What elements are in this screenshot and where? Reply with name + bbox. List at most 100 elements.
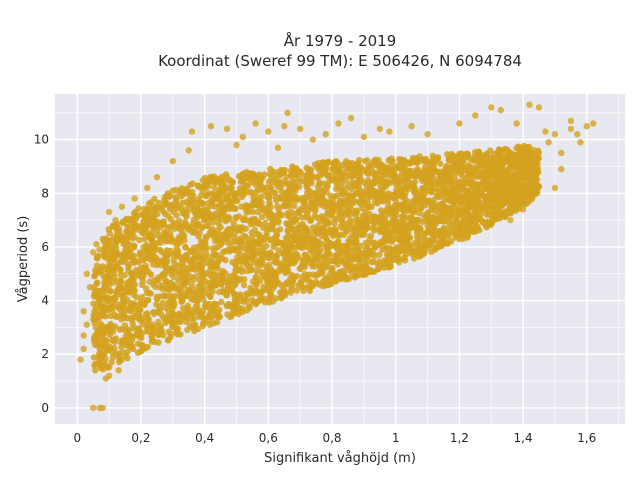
scatter-point xyxy=(229,285,236,293)
scatter-point xyxy=(295,176,303,183)
scatter-point xyxy=(284,198,291,205)
scatter-point xyxy=(423,229,431,236)
scatter-point xyxy=(324,219,331,226)
scatter-point xyxy=(386,157,394,165)
scatter-point xyxy=(190,244,197,251)
scatter-point xyxy=(216,306,223,313)
scatter-point xyxy=(551,131,559,138)
scatter-point xyxy=(223,125,231,133)
scatter-point xyxy=(233,141,240,149)
scatter-point xyxy=(169,187,176,194)
scatter-point xyxy=(213,175,220,183)
scatter-point xyxy=(119,338,127,345)
scatter-point xyxy=(116,259,123,266)
scatter-point xyxy=(150,281,157,288)
scatter-point xyxy=(362,213,369,221)
scatter-point xyxy=(577,139,584,146)
scatter-point xyxy=(265,128,272,135)
scatter-point xyxy=(365,163,372,170)
scatter-point xyxy=(406,224,414,232)
scatter-point xyxy=(190,216,198,224)
scatter-point xyxy=(222,257,229,264)
scatter-point xyxy=(298,171,305,178)
scatter-point xyxy=(309,136,317,143)
scatter-point xyxy=(117,316,125,323)
scatter-point xyxy=(92,360,99,368)
scatter-point xyxy=(307,217,315,224)
scatter-point xyxy=(329,196,336,203)
scatter-point xyxy=(361,231,368,238)
scatter-point xyxy=(122,327,130,335)
scatter-point xyxy=(331,253,338,260)
scatter-point xyxy=(369,258,376,266)
scatter-point xyxy=(225,300,233,308)
scatter-point xyxy=(435,213,443,220)
scatter-point xyxy=(235,213,242,220)
scatter-point xyxy=(104,304,111,312)
scatter-point xyxy=(177,187,184,194)
scatter-point xyxy=(236,239,243,246)
scatter-point xyxy=(114,264,121,271)
scatter-point xyxy=(334,192,341,199)
scatter-point xyxy=(263,232,270,240)
scatter-point xyxy=(400,233,407,240)
scatter-point xyxy=(246,304,253,311)
scatter-point xyxy=(382,166,389,174)
scatter-point xyxy=(155,219,162,226)
scatter-point xyxy=(361,179,368,186)
scatter-point xyxy=(526,143,533,151)
scatter-point xyxy=(134,302,142,309)
scatter-point xyxy=(170,273,177,281)
scatter-point xyxy=(472,112,479,119)
scatter-point xyxy=(90,404,97,412)
scatter-point xyxy=(238,173,245,180)
scatter-point xyxy=(496,146,503,154)
y-tick-labels: 0 2 4 6 8 10 xyxy=(34,133,49,415)
scatter-point xyxy=(226,273,234,280)
scatter-point xyxy=(260,283,267,290)
scatter-point xyxy=(278,289,285,296)
scatter-point xyxy=(363,263,371,271)
scatter-point xyxy=(121,322,129,329)
scatter-point xyxy=(257,239,264,246)
scatter-point xyxy=(512,152,519,159)
scatter-point xyxy=(313,173,321,181)
scatter-point xyxy=(406,159,413,166)
scatter-point xyxy=(298,195,305,202)
scatter-point xyxy=(303,164,310,171)
scatter-point xyxy=(143,243,150,250)
scatter-point xyxy=(207,123,215,130)
scatter-point xyxy=(105,208,113,216)
scatter-point xyxy=(446,175,454,182)
scatter-point xyxy=(526,101,533,108)
scatter-point xyxy=(265,208,272,216)
scatter-point xyxy=(476,227,483,234)
scatter-point xyxy=(338,176,345,183)
scatter-point xyxy=(142,262,149,269)
scatter-point xyxy=(122,246,129,254)
scatter-point xyxy=(374,260,382,268)
scatter-point xyxy=(216,190,223,197)
x-tick-label: 1 xyxy=(392,431,400,445)
scatter-point xyxy=(356,225,364,232)
scatter-point xyxy=(176,310,183,318)
scatter-point xyxy=(448,158,456,165)
scatter-point xyxy=(154,296,161,303)
scatter-point xyxy=(179,231,186,238)
scatter-point xyxy=(192,303,199,311)
scatter-point xyxy=(237,178,245,185)
scatter-point xyxy=(268,293,275,300)
scatter-point xyxy=(153,301,160,308)
scatter-point xyxy=(468,178,475,186)
scatter-point xyxy=(287,172,295,179)
scatter-point xyxy=(422,155,430,163)
scatter-point xyxy=(258,213,266,221)
scatter-point xyxy=(201,277,208,284)
scatter-point xyxy=(196,311,204,319)
scatter-point xyxy=(482,223,490,230)
scatter-point xyxy=(226,231,233,238)
scatter-point xyxy=(439,206,446,214)
scatter-point xyxy=(243,297,250,304)
scatter-point xyxy=(345,207,352,214)
scatter-point xyxy=(334,201,341,208)
